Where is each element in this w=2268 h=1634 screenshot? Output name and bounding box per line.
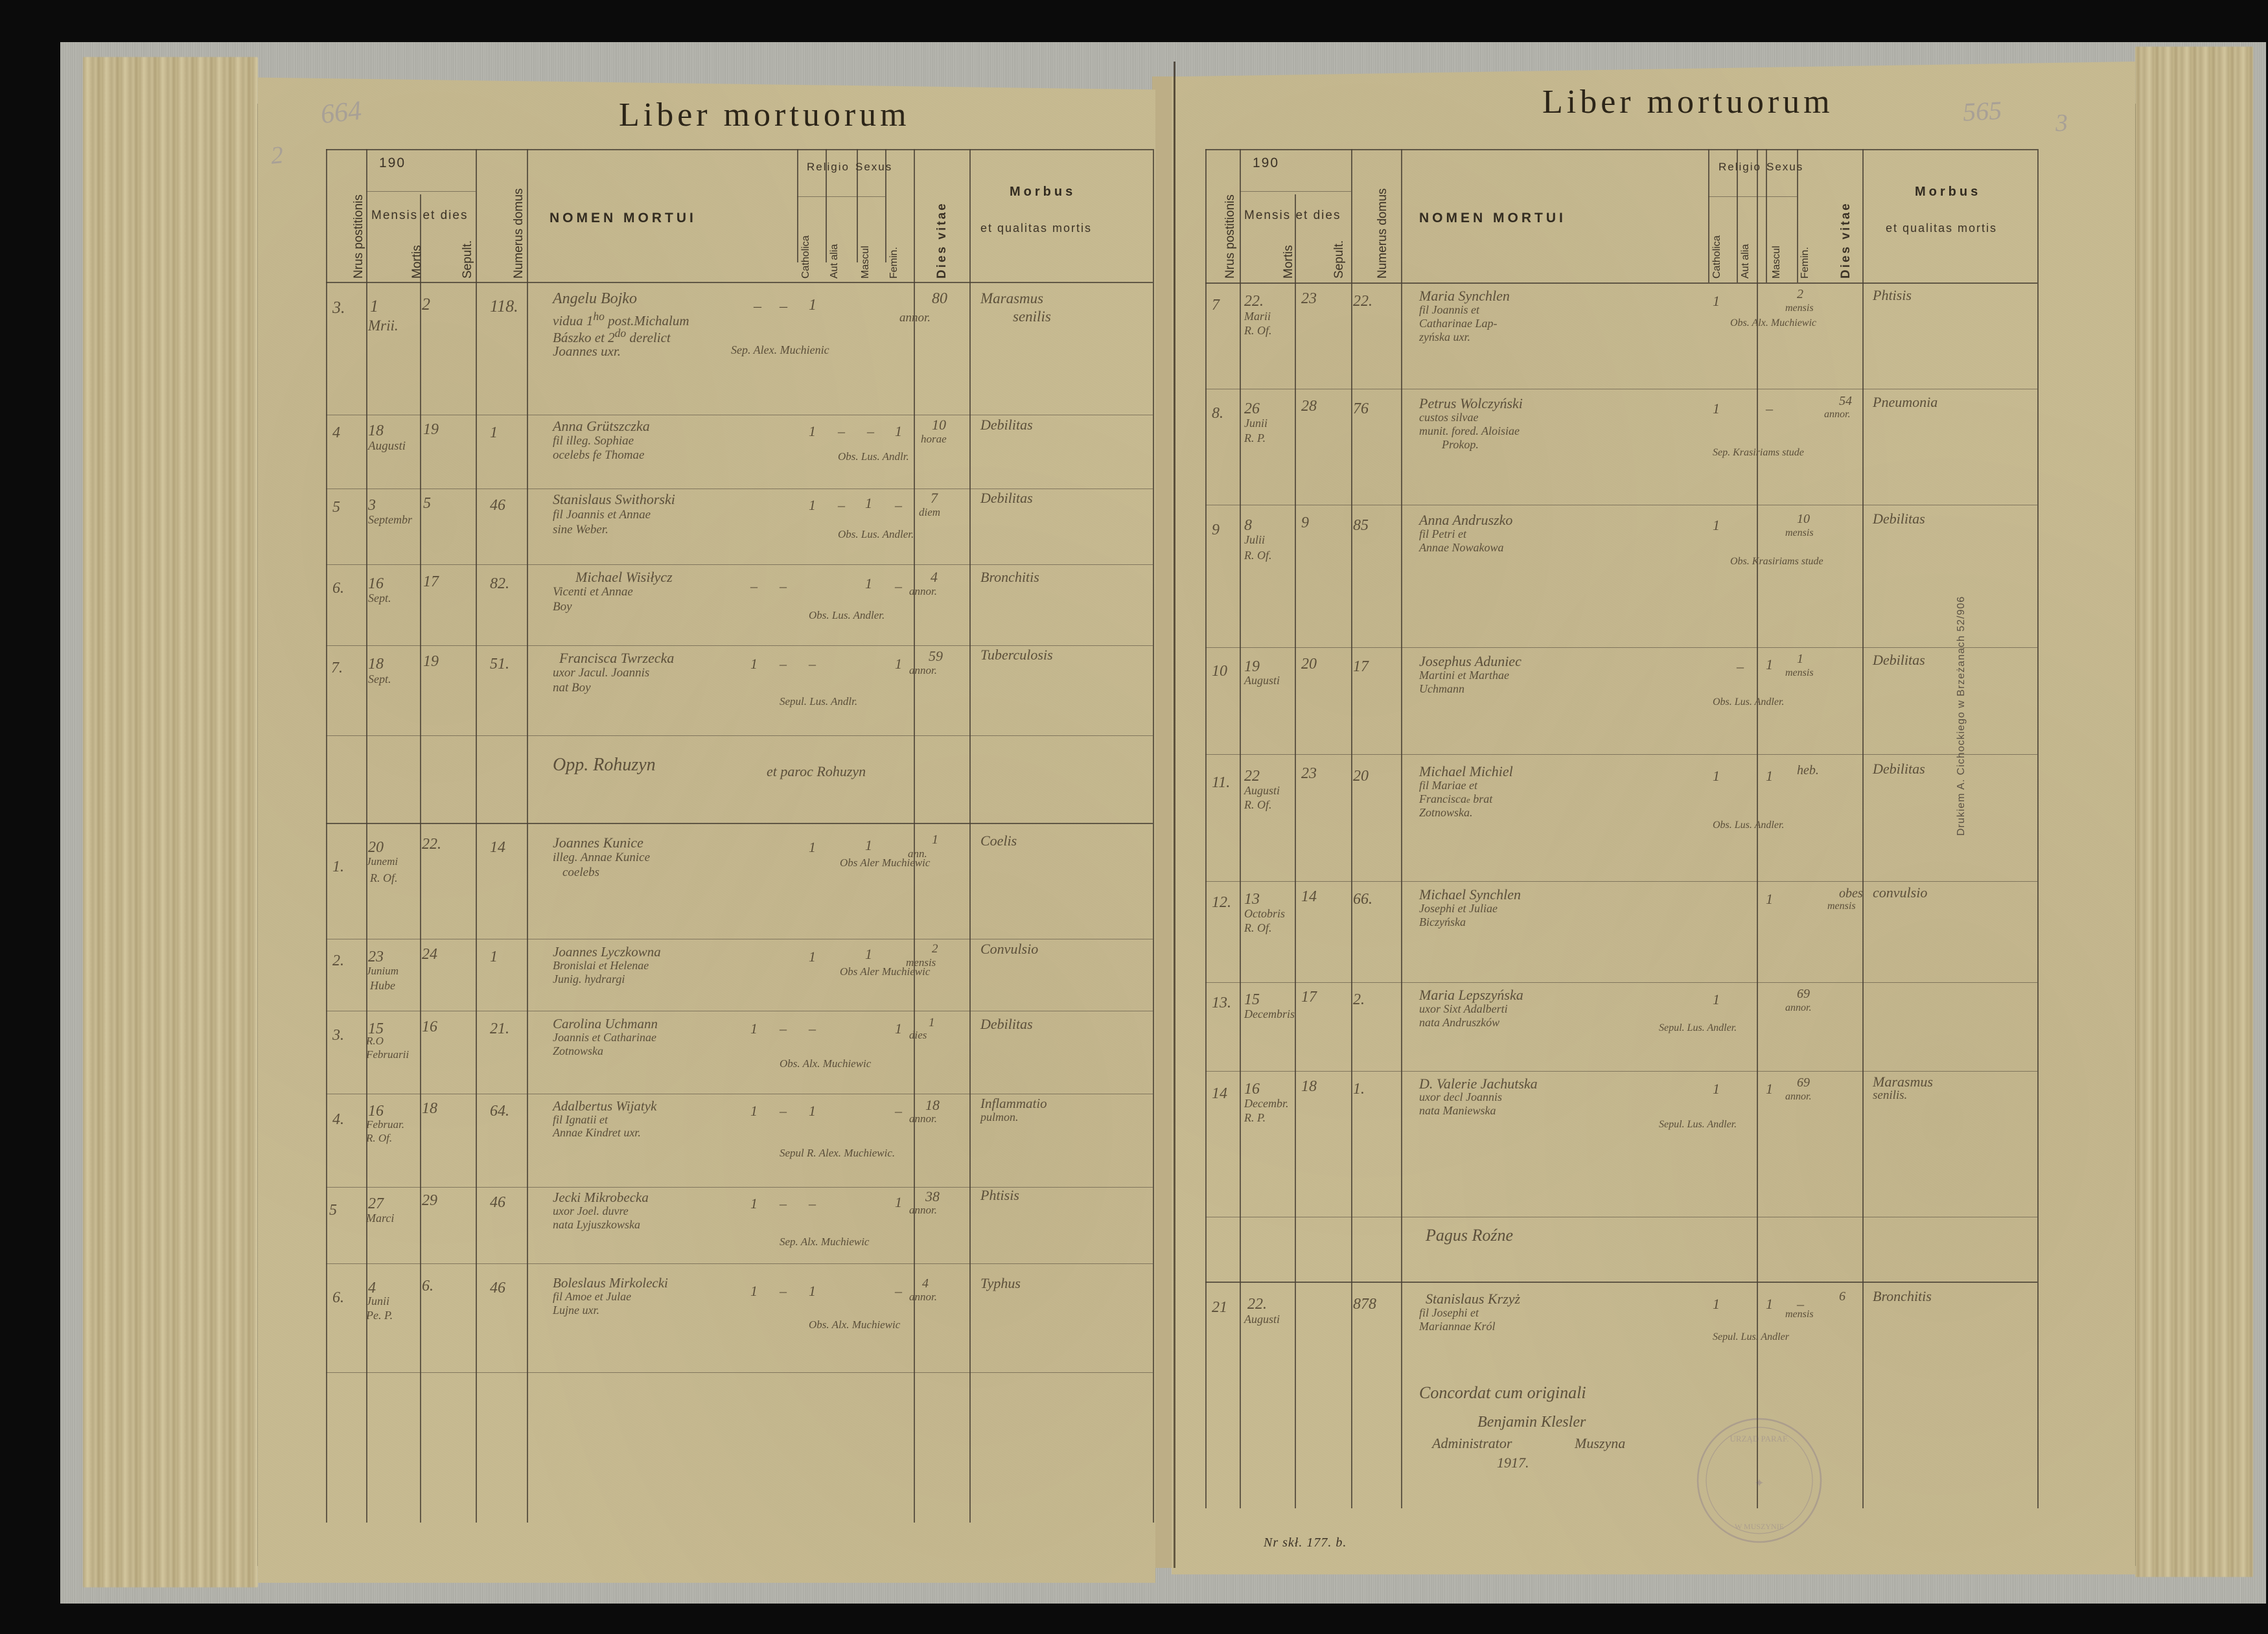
svg-text:W MUSZYNIE: W MUSZYNIE [1735, 1522, 1784, 1531]
svg-text:URZĄD PARAF.: URZĄD PARAF. [1730, 1434, 1789, 1444]
svg-text:✦: ✦ [1754, 1477, 1764, 1490]
